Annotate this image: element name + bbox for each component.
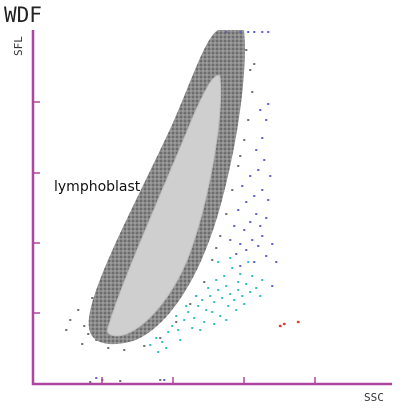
blue-dots (95, 31, 278, 381)
annotation: lymphoblast (54, 179, 141, 195)
red-dots (278, 320, 300, 328)
cell-cluster-inner (107, 74, 222, 337)
chart-title: WDF (4, 3, 42, 27)
y-axis-label: SFL (12, 36, 25, 56)
x-axis-label: SSC (364, 391, 384, 404)
axes (31, 30, 392, 386)
cyan-dots (149, 257, 264, 353)
